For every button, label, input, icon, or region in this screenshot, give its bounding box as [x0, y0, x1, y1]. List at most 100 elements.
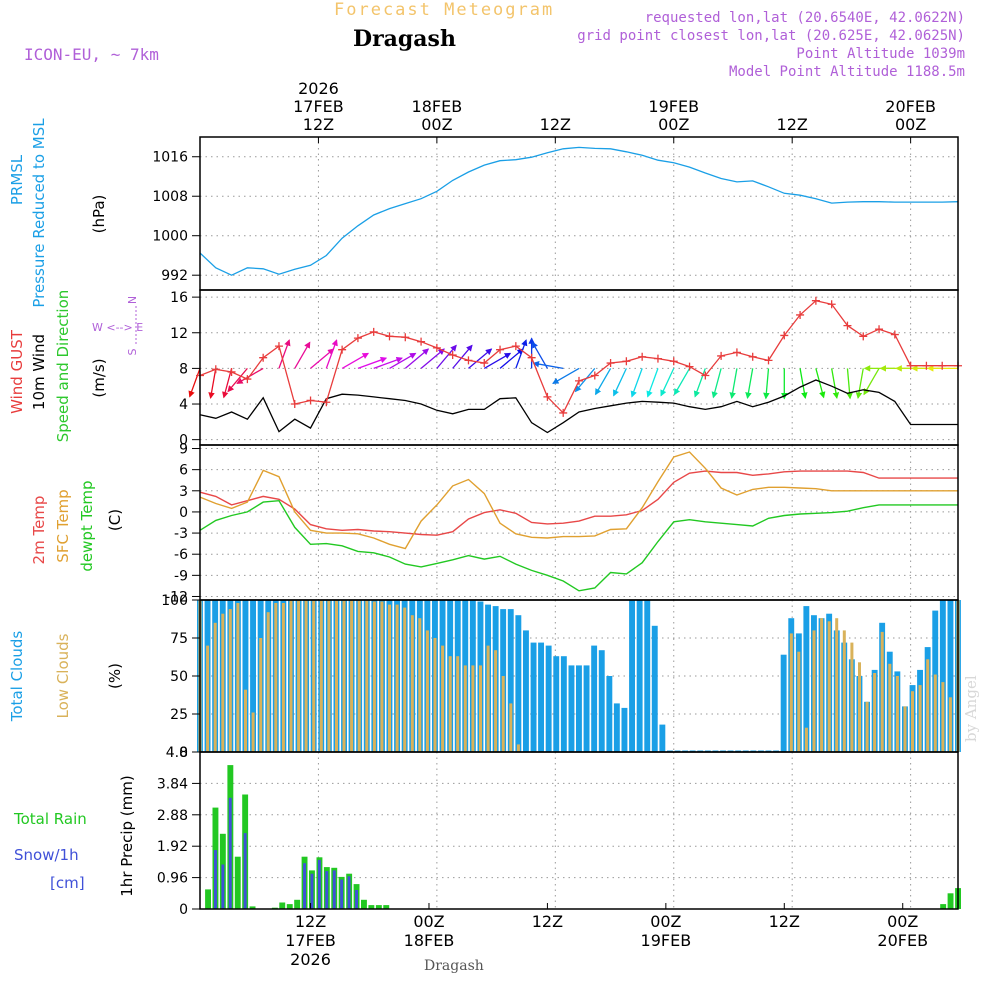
wind-gust-marker	[701, 371, 710, 380]
low-clouds-bar	[463, 665, 467, 752]
total-clouds-bar	[523, 630, 529, 752]
low-clouds-bar	[350, 600, 354, 752]
wind-direction-arrow	[745, 368, 754, 400]
low-clouds-bar	[456, 656, 460, 752]
low-clouds-bar	[789, 633, 793, 752]
forecast-meteogram-label: Forecast Meteogram	[334, 0, 555, 20]
total-clouds-bar	[591, 645, 598, 752]
wind-gust-marker	[827, 300, 836, 309]
wind-gust-marker	[890, 330, 899, 339]
total-clouds-bar	[507, 609, 514, 752]
total-clouds-bar	[598, 650, 605, 752]
x-axis-top-label: 17FEB	[293, 97, 344, 116]
low-clouds-bar	[441, 645, 445, 752]
wind-direction-arrow	[278, 339, 291, 369]
wind-direction-arrow	[515, 339, 528, 369]
precip-axis-tick-label: 0	[179, 902, 188, 918]
grid-point-coords: grid point closest lon,lat (20.625E, 42.…	[577, 28, 965, 44]
wind-gust-marker	[859, 332, 868, 341]
pressure-axis-tick-label: 992	[161, 268, 188, 284]
low-clouds-bar	[911, 691, 914, 752]
snow-bar	[228, 797, 232, 909]
wind-direction-arrow	[660, 368, 675, 397]
low-clouds-bar	[266, 612, 270, 752]
low-clouds-bar	[516, 744, 520, 752]
temp-axis-tick-label: -12	[165, 589, 188, 605]
wind-direction-arrow	[389, 352, 417, 369]
wind-gust-marker	[685, 362, 694, 371]
low-clouds-bar	[471, 665, 475, 752]
wind-direction-arrow	[325, 339, 338, 369]
wind-gust-marker	[653, 354, 662, 363]
rain-bar	[205, 889, 211, 909]
wind-direction-arrow	[831, 368, 840, 400]
wind-direction-arrow	[373, 356, 403, 370]
low-clouds-bar	[433, 638, 437, 752]
low-clouds-bar	[804, 727, 808, 752]
x-axis-bottom-label: 12Z	[532, 912, 563, 931]
wind-gust-marker	[306, 396, 315, 405]
temp-dewpt-line	[199, 499, 958, 592]
temp-axis-tick-label: -6	[174, 547, 188, 563]
wind-direction-arrow	[531, 341, 548, 369]
wind-gust-marker	[875, 325, 884, 334]
wind-direction-arrow	[574, 367, 596, 393]
x-axis-top-label: 00Z	[421, 115, 452, 134]
precip-axis-tick-label: 3.84	[157, 776, 188, 792]
low-clouds-bar	[842, 630, 846, 752]
pressure-ylabel-msl: Pressure Reduced to MSL	[30, 118, 48, 308]
low-clouds-bar	[403, 607, 407, 752]
low-clouds-bar	[873, 673, 877, 752]
pressure-line	[199, 146, 959, 276]
requested-coords: requested lon,lat (20.6540E, 42.0622N)	[644, 10, 965, 26]
clouds-ylabel-low: Low Clouds	[54, 633, 72, 718]
total-clouds-bar	[629, 600, 635, 752]
pressure-axis-tick-label: 1016	[152, 150, 188, 166]
low-clouds-bar	[812, 630, 816, 752]
clouds-unit: (%)	[106, 663, 124, 689]
clouds-axis-tick-label: 0	[179, 745, 188, 761]
x-axis-top-label: 12Z	[303, 115, 334, 134]
low-clouds-bar	[948, 697, 952, 752]
x-axis-top-label: 00Z	[658, 115, 689, 134]
total-clouds-bar	[606, 676, 613, 752]
low-clouds-bar	[221, 613, 225, 752]
rain-bar	[375, 905, 382, 909]
wind-gust-marker	[496, 345, 505, 354]
temp-axis-tick-label: 9	[179, 442, 188, 458]
rain-bar	[383, 905, 390, 909]
x-axis-top-label: 18FEB	[412, 97, 463, 116]
x-axis-bottom-label: 20FEB	[877, 931, 928, 950]
snow-bar	[221, 864, 225, 909]
low-clouds-bar	[486, 645, 490, 752]
wind-unit: (m/s)	[90, 358, 108, 397]
total-clouds-bar	[583, 665, 590, 752]
wind-gust-marker	[606, 359, 615, 368]
wind-gust-marker	[401, 333, 410, 342]
precip-axis-tick-label: 4.8	[166, 745, 188, 761]
low-clouds-bar	[289, 600, 293, 752]
rain-bar	[294, 899, 301, 909]
wind-direction-arrow	[646, 368, 659, 398]
wind-gust-marker	[811, 296, 820, 305]
pressure-axis-tick-label: 1000	[152, 229, 188, 245]
low-clouds-bar	[895, 676, 899, 752]
wind-gust-marker	[638, 352, 647, 361]
clouds-ylabel-total: Total Clouds	[8, 631, 26, 723]
wind-direction-arrow	[532, 360, 564, 370]
wind-direction-arrow	[310, 348, 335, 369]
wind-gust-marker	[511, 342, 520, 351]
pressure-ylabel-prmsl: PRMSL	[8, 154, 26, 205]
clouds-axis-tick-label: 75	[170, 631, 188, 647]
total-clouds-bar	[644, 600, 651, 752]
rain-bar	[368, 905, 375, 909]
x-axis-bottom-label: 17FEB	[285, 931, 336, 950]
low-clouds-bar	[865, 701, 869, 752]
x-axis-top-label: 2026	[298, 79, 339, 98]
wind-gust-marker	[385, 332, 394, 341]
low-clouds-bar	[259, 638, 263, 752]
compass-south: S	[126, 348, 139, 355]
snow-bar	[355, 890, 358, 909]
pressure-axis-tick-label: 1008	[152, 189, 188, 205]
x-axis-bottom-label: 00Z	[413, 912, 444, 931]
